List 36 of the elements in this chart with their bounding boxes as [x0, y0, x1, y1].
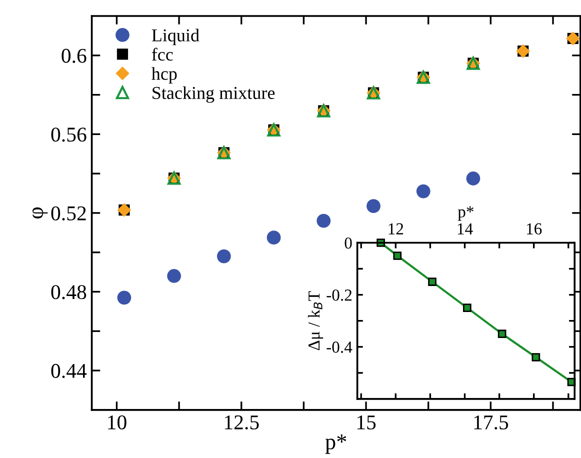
- x-tick-label: 16: [526, 223, 542, 234]
- x-tick-label: 12.5: [224, 415, 259, 430]
- point: [416, 184, 430, 198]
- x-tick-label: 14: [458, 223, 473, 234]
- x-axis-title: p*: [458, 206, 474, 221]
- legend-label: hcp: [152, 67, 177, 84]
- y-tick-label: 0.48: [51, 285, 86, 300]
- y-tick-label: 0: [344, 237, 352, 249]
- point: [167, 269, 182, 283]
- x-tick-label: 10: [108, 415, 126, 430]
- point: [532, 353, 540, 362]
- point: [266, 230, 281, 245]
- point: [216, 249, 231, 264]
- point: [463, 304, 472, 312]
- legend-label: fcc: [152, 48, 173, 61]
- point: [466, 172, 480, 186]
- point: [117, 290, 132, 305]
- point: [428, 278, 436, 286]
- y-tick-label: 0.6: [62, 48, 86, 63]
- x-tick-label: 15: [357, 415, 376, 430]
- point: [393, 252, 402, 260]
- legend-label: Liquid: [152, 28, 200, 46]
- point: [498, 330, 506, 338]
- legend-label: Stacking mixture: [152, 86, 275, 103]
- x-axis-title: p*: [325, 434, 346, 454]
- point: [366, 199, 380, 214]
- y-tick-label: -0.4: [326, 342, 352, 353]
- x-tick-label: 12: [388, 223, 404, 234]
- y-tick-label: 0.52: [51, 206, 86, 220]
- y-tick-label: 0.44: [51, 364, 87, 378]
- y-tick-label: -0.2: [326, 290, 352, 301]
- y-axis-title: φ: [32, 207, 48, 219]
- x-tick-label: 17.5: [474, 415, 508, 430]
- y-axis-title: Δμ / k$_{B}$T: [308, 291, 324, 350]
- y-tick-label: 0.56: [51, 128, 86, 142]
- point: [316, 214, 331, 228]
